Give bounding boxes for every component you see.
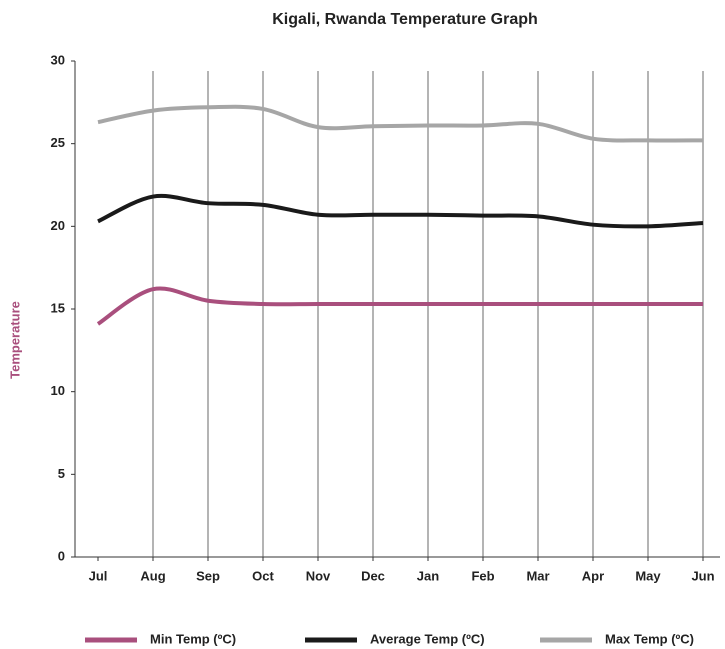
legend-label: Max Temp (ºC) <box>605 631 694 646</box>
x-tick-label: Nov <box>306 568 331 583</box>
x-tick-label: Feb <box>471 568 494 583</box>
x-tick-label: Jan <box>417 568 439 583</box>
y-tick-label: 20 <box>51 218 65 233</box>
legend-label: Min Temp (ºC) <box>150 631 236 646</box>
x-tick-label: May <box>635 568 661 583</box>
series-line <box>96 286 703 326</box>
series-line <box>97 104 704 143</box>
x-tick-label: Jun <box>691 568 714 583</box>
x-tick-label: Apr <box>582 568 604 583</box>
y-tick-label: 25 <box>51 135 65 150</box>
x-tick-label: Sep <box>196 568 220 583</box>
y-tick-label: 30 <box>51 52 65 67</box>
y-tick-label: 0 <box>58 548 65 563</box>
x-tick-label: Oct <box>252 568 274 583</box>
x-tick-label: Aug <box>140 568 165 583</box>
chart-title: Kigali, Rwanda Temperature Graph <box>272 11 538 28</box>
x-tick-label: Mar <box>526 568 549 583</box>
legend-label: Average Temp (ºC) <box>370 631 485 646</box>
series-line <box>97 193 704 229</box>
y-tick-label: 5 <box>58 466 65 481</box>
y-tick-label: 15 <box>51 300 65 315</box>
x-tick-label: Jul <box>89 568 108 583</box>
y-axis-label: Temperature <box>7 301 22 379</box>
y-tick-label: 10 <box>51 383 65 398</box>
x-tick-label: Dec <box>361 568 385 583</box>
